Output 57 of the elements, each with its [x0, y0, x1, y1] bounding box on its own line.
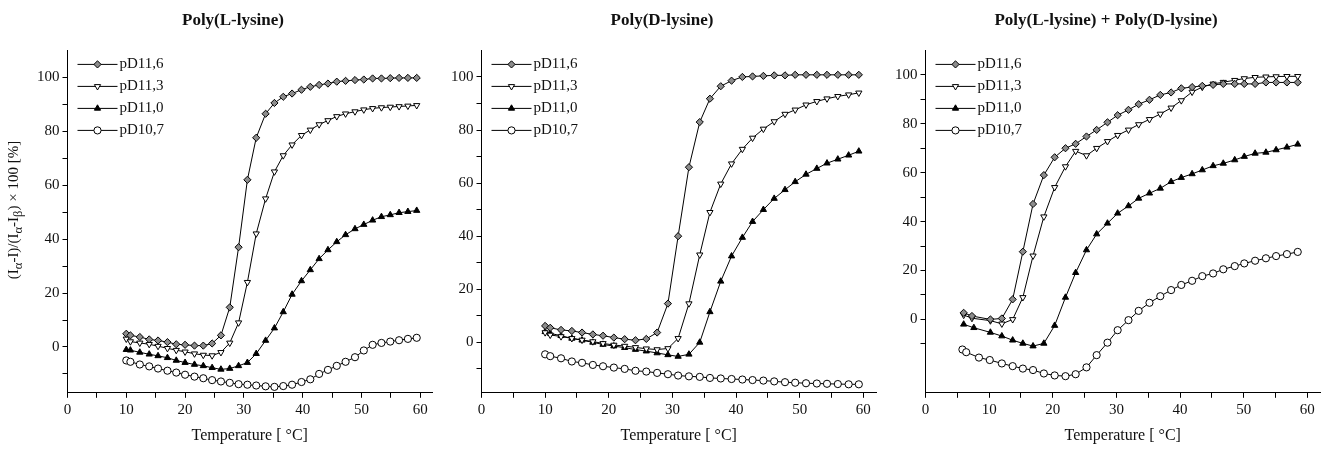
x-tick-label: 30 — [236, 400, 252, 417]
y-tick-label: 40 — [458, 227, 474, 244]
y-tick-label: 60 — [458, 174, 474, 191]
x-tick-label: 30 — [1108, 400, 1124, 417]
y-tick-label: 40 — [902, 212, 918, 229]
y-tick-label: 0 — [910, 310, 918, 327]
x-tick-label: 0 — [477, 400, 486, 417]
x-tick-label: 50 — [353, 400, 369, 417]
y-tick-label: 80 — [902, 114, 918, 131]
y-tick-label: 60 — [44, 176, 60, 193]
x-tick-label: 10 — [981, 400, 997, 417]
legend-label: pD11,6 — [119, 55, 165, 72]
chart-title: Poly(L-lysine) — [182, 9, 284, 29]
x-tick-label: 60 — [1299, 400, 1315, 417]
legend-label: pD11,3 — [119, 77, 164, 94]
y-tick-label: 100 — [895, 65, 918, 82]
legend-label: pD10,7 — [533, 121, 579, 138]
y-tick-label: 0 — [52, 337, 60, 354]
x-tick-label: 20 — [601, 400, 617, 417]
x-tick-label: 40 — [728, 400, 744, 417]
legend-label: pD11,3 — [977, 77, 1022, 94]
legend-label: pD11,0 — [119, 99, 164, 116]
y-tick-label: 40 — [44, 230, 60, 247]
legend-label: pD11,6 — [977, 55, 1023, 72]
y-tick-label: 20 — [44, 283, 60, 300]
x-tick-label: 0 — [63, 400, 72, 417]
x-tick-label: 0 — [921, 400, 930, 417]
x-axis-title: Temperature [ °C] — [191, 425, 308, 444]
y-tick-label: 100 — [37, 68, 60, 85]
y-tick-label: 0 — [466, 333, 474, 350]
x-tick-label: 40 — [1172, 400, 1188, 417]
y-tick-label: 80 — [44, 122, 60, 139]
y-tick-label: 100 — [451, 67, 474, 84]
x-tick-label: 40 — [295, 400, 311, 417]
x-tick-label: 30 — [664, 400, 680, 417]
x-tick-label: 20 — [177, 400, 193, 417]
x-tick-label: 60 — [412, 400, 428, 417]
x-axis-title: Temperature [ °C] — [620, 425, 737, 444]
x-tick-label: 10 — [118, 400, 134, 417]
y-tick-label: 20 — [458, 280, 474, 297]
legend-label: pD11,0 — [533, 99, 578, 116]
y-tick-label: 60 — [902, 163, 918, 180]
x-tick-label: 50 — [1236, 400, 1252, 417]
x-tick-label: 60 — [855, 400, 871, 417]
chart-title: Poly(L-lysine) + Poly(D-lysine) — [994, 9, 1218, 29]
legend-label: pD11,0 — [977, 99, 1022, 116]
x-tick-label: 20 — [1045, 400, 1061, 417]
chart-title: Poly(D-lysine) — [610, 9, 714, 29]
y-tick-label: 80 — [458, 120, 474, 137]
x-axis-title: Temperature [ °C] — [1064, 425, 1181, 444]
x-tick-label: 50 — [792, 400, 808, 417]
legend-label: pD11,6 — [533, 55, 579, 72]
y-tick-label: 20 — [902, 261, 918, 278]
legend-label: pD10,7 — [977, 121, 1023, 138]
legend-label: pD10,7 — [119, 121, 165, 138]
legend-label: pD11,3 — [533, 77, 578, 94]
x-tick-label: 10 — [537, 400, 553, 417]
